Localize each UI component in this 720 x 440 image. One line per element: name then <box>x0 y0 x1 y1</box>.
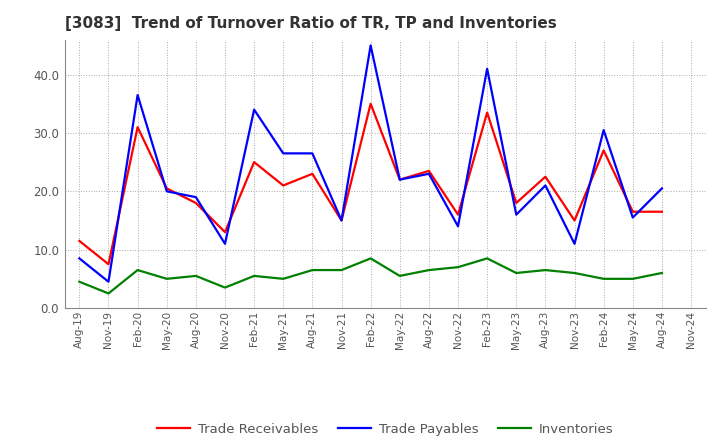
Trade Receivables <box>425 168 433 173</box>
Inventories <box>163 276 171 282</box>
Inventories <box>629 276 637 282</box>
Inventories <box>366 256 375 261</box>
Trade Payables <box>337 218 346 223</box>
Trade Receivables <box>250 159 258 165</box>
Inventories <box>454 264 462 270</box>
Trade Payables <box>250 107 258 112</box>
Trade Payables <box>366 43 375 48</box>
Inventories <box>337 268 346 273</box>
Inventories <box>395 273 404 279</box>
Inventories <box>104 291 113 296</box>
Trade Receivables <box>104 262 113 267</box>
Trade Receivables <box>657 209 666 214</box>
Trade Payables <box>220 241 229 246</box>
Trade Receivables <box>629 209 637 214</box>
Trade Payables <box>425 171 433 176</box>
Trade Payables <box>629 215 637 220</box>
Trade Payables <box>541 183 550 188</box>
Trade Receivables <box>599 148 608 153</box>
Inventories <box>599 276 608 282</box>
Trade Receivables <box>75 238 84 244</box>
Trade Receivables <box>279 183 287 188</box>
Inventories <box>483 256 492 261</box>
Trade Receivables <box>366 101 375 106</box>
Trade Payables <box>163 189 171 194</box>
Trade Payables <box>75 256 84 261</box>
Inventories <box>570 270 579 275</box>
Line: Trade Payables: Trade Payables <box>79 45 662 282</box>
Trade Receivables <box>163 186 171 191</box>
Trade Receivables <box>570 218 579 223</box>
Inventories <box>657 270 666 275</box>
Trade Receivables <box>454 212 462 217</box>
Trade Receivables <box>220 230 229 235</box>
Line: Trade Receivables: Trade Receivables <box>79 104 662 264</box>
Inventories <box>133 268 142 273</box>
Trade Payables <box>395 177 404 182</box>
Trade Payables <box>104 279 113 284</box>
Trade Payables <box>512 212 521 217</box>
Trade Payables <box>308 151 317 156</box>
Line: Inventories: Inventories <box>79 258 662 293</box>
Trade Payables <box>570 241 579 246</box>
Inventories <box>308 268 317 273</box>
Inventories <box>250 273 258 279</box>
Inventories <box>75 279 84 284</box>
Trade Payables <box>133 92 142 98</box>
Trade Payables <box>192 194 200 200</box>
Trade Payables <box>657 186 666 191</box>
Trade Payables <box>279 151 287 156</box>
Trade Payables <box>454 224 462 229</box>
Trade Receivables <box>133 125 142 130</box>
Inventories <box>279 276 287 282</box>
Trade Receivables <box>483 110 492 115</box>
Trade Receivables <box>337 218 346 223</box>
Inventories <box>512 270 521 275</box>
Trade Receivables <box>512 200 521 205</box>
Inventories <box>220 285 229 290</box>
Trade Payables <box>599 128 608 133</box>
Trade Receivables <box>541 174 550 180</box>
Inventories <box>192 273 200 279</box>
Legend: Trade Receivables, Trade Payables, Inventories: Trade Receivables, Trade Payables, Inven… <box>151 418 619 440</box>
Trade Receivables <box>395 177 404 182</box>
Trade Receivables <box>192 200 200 205</box>
Trade Payables <box>483 66 492 71</box>
Text: [3083]  Trend of Turnover Ratio of TR, TP and Inventories: [3083] Trend of Turnover Ratio of TR, TP… <box>65 16 557 32</box>
Inventories <box>541 268 550 273</box>
Inventories <box>425 268 433 273</box>
Trade Receivables <box>308 171 317 176</box>
